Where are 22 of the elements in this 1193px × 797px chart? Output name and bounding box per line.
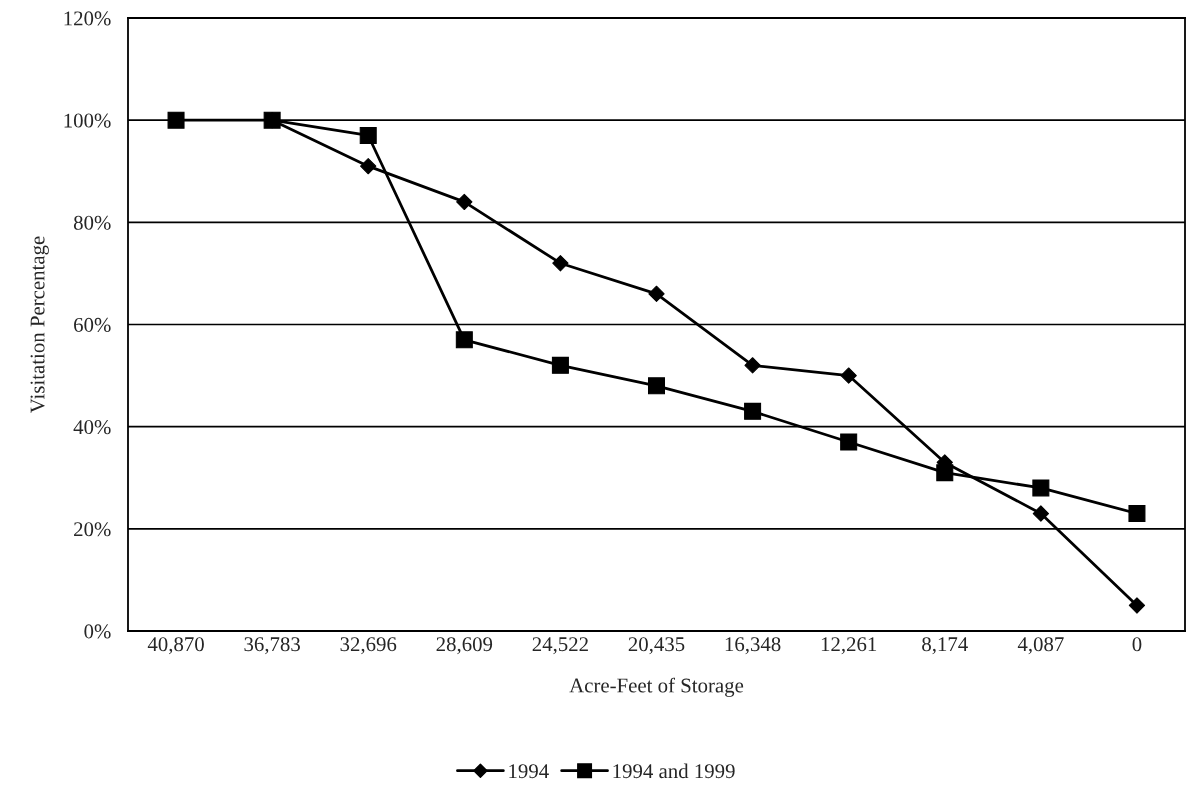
y-tick-label: 60% bbox=[74, 317, 111, 332]
x-tick-label: 32,696 bbox=[340, 637, 397, 655]
x-tick-label: 40,870 bbox=[147, 637, 204, 655]
legend-label: 1994 and 1999 bbox=[613, 763, 735, 779]
y-tick-label: 20% bbox=[74, 522, 111, 537]
y-tick-label: 40% bbox=[73, 420, 111, 435]
y-axis-title: Visitation Percentage bbox=[30, 236, 49, 414]
x-tick-label: 0 bbox=[1132, 637, 1142, 652]
x-tick-label: 28,609 bbox=[436, 637, 493, 655]
x-axis-title: Acre-Feet of Storage bbox=[569, 677, 744, 697]
x-tick-label: 24,522 bbox=[532, 637, 588, 655]
x-tick-label: 4,087 bbox=[1017, 637, 1064, 655]
x-tick-label: 8,174 bbox=[922, 637, 968, 655]
x-tick-label: 12,261 bbox=[821, 637, 877, 655]
x-tick-label: 16,348 bbox=[725, 637, 781, 655]
y-tick-label: 120% bbox=[64, 11, 111, 26]
y-tick-label: 100% bbox=[64, 113, 111, 128]
x-tick-label: 20,435 bbox=[628, 637, 685, 655]
x-tick-label: 36,783 bbox=[244, 637, 300, 655]
y-tick-label: 80% bbox=[73, 215, 111, 230]
legend-label: 1994 bbox=[509, 764, 549, 779]
y-tick-label: 0% bbox=[84, 624, 111, 639]
